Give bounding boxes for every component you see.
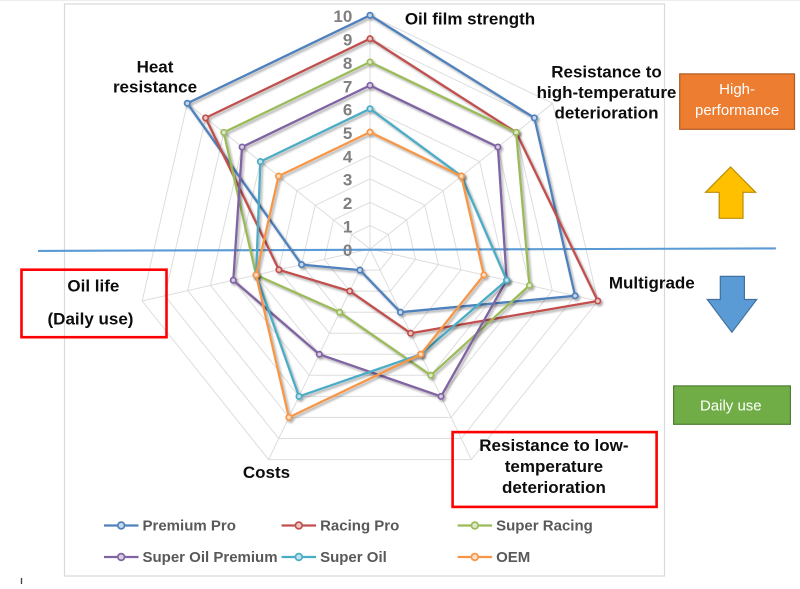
svg-text:deterioration: deterioration bbox=[502, 478, 606, 497]
svg-text:Super Racing: Super Racing bbox=[496, 518, 593, 535]
svg-text:6: 6 bbox=[343, 101, 352, 120]
svg-text:temperature: temperature bbox=[505, 457, 603, 476]
svg-text:Super Oil: Super Oil bbox=[320, 549, 387, 566]
svg-text:8: 8 bbox=[343, 54, 352, 73]
svg-text:5: 5 bbox=[343, 124, 352, 143]
svg-text:1: 1 bbox=[343, 218, 352, 237]
svg-text:Premium Pro: Premium Pro bbox=[143, 518, 236, 535]
svg-text:OEM: OEM bbox=[496, 549, 530, 566]
svg-text:resistance: resistance bbox=[113, 78, 197, 97]
svg-text:10: 10 bbox=[333, 7, 352, 26]
svg-text:0: 0 bbox=[343, 241, 352, 260]
svg-text:2: 2 bbox=[343, 194, 352, 213]
svg-text:(Daily use): (Daily use) bbox=[48, 310, 134, 329]
svg-text:Resistance to low-: Resistance to low- bbox=[479, 436, 628, 455]
svg-text:Oil film strength: Oil film strength bbox=[405, 10, 535, 29]
svg-text:Resistance to: Resistance to bbox=[551, 62, 662, 81]
svg-text:Multigrade: Multigrade bbox=[609, 274, 695, 293]
svg-text:7: 7 bbox=[343, 77, 352, 96]
svg-text:deterioration: deterioration bbox=[555, 104, 659, 123]
svg-text:Costs: Costs bbox=[243, 463, 290, 482]
svg-text:high-temperature: high-temperature bbox=[537, 83, 677, 102]
svg-text:9: 9 bbox=[343, 31, 352, 50]
svg-text:High-: High- bbox=[719, 81, 755, 98]
svg-text:Oil life: Oil life bbox=[67, 276, 119, 295]
svg-text:3: 3 bbox=[343, 171, 352, 190]
svg-text:Heat: Heat bbox=[137, 58, 174, 77]
svg-text:Super Oil Premium: Super Oil Premium bbox=[143, 549, 278, 566]
svg-text:4: 4 bbox=[343, 147, 353, 166]
svg-text:Daily use: Daily use bbox=[700, 398, 762, 415]
svg-text:Racing Pro: Racing Pro bbox=[320, 518, 399, 535]
svg-text:performance: performance bbox=[695, 102, 779, 119]
